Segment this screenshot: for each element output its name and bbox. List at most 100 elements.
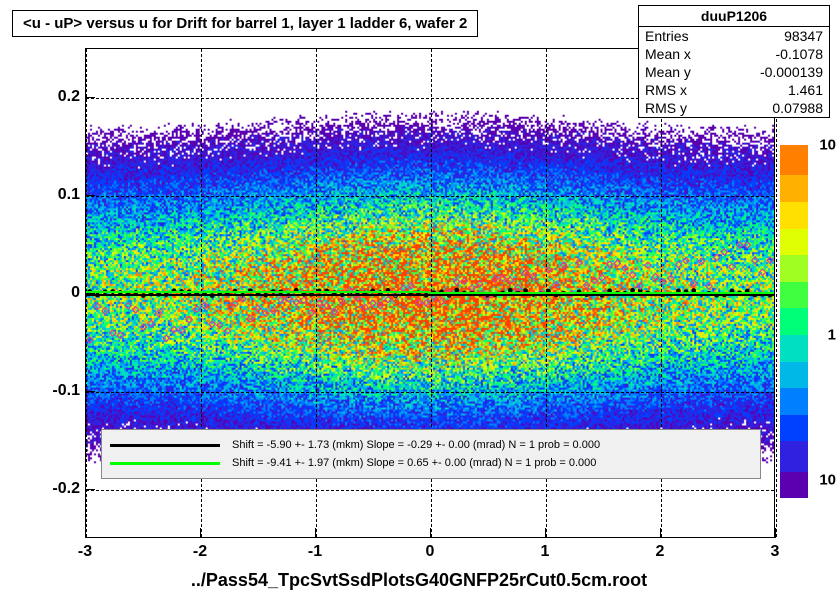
marker-open-diamond: [140, 324, 146, 330]
x-tick-label: 0: [426, 543, 435, 561]
legend-text: Shift = -5.90 +- 1.73 (mkm) Slope = -0.2…: [232, 439, 600, 451]
x-tick-mark: [315, 528, 316, 538]
marker-open-diamond: [645, 262, 651, 268]
y-tick-mark: [85, 195, 95, 196]
colorbar-segment: [780, 472, 808, 499]
marker-open-diamond: [423, 300, 429, 306]
marker-open-diamond: [255, 305, 261, 311]
marker-open-diamond: [171, 326, 177, 332]
y-tick-mark: [85, 97, 95, 98]
marker-open-diamond: [362, 304, 368, 310]
marker-open-diamond: [461, 278, 467, 284]
marker-open-diamond: [331, 308, 337, 314]
marker-open-diamond: [652, 274, 658, 280]
stats-meanx-label: Mean x: [645, 46, 691, 62]
marker-open-diamond: [194, 306, 200, 312]
marker-open-diamond: [591, 277, 597, 283]
stats-meany-value: -0.000139: [760, 64, 823, 80]
stats-meany-label: Mean y: [645, 64, 691, 80]
marker-open-diamond: [759, 269, 765, 275]
stats-meanx-value: -0.1078: [776, 46, 823, 62]
marker-open-diamond: [683, 258, 689, 264]
fit-line-black: [86, 294, 774, 296]
y-tick-mark: [85, 293, 95, 294]
marker-open-diamond: [301, 297, 307, 303]
marker-open-diamond: [163, 335, 169, 341]
marker-open-diamond: [622, 265, 628, 271]
marker-open-diamond: [354, 295, 360, 301]
marker-open-diamond: [561, 262, 567, 268]
marker-open-diamond: [339, 298, 345, 304]
y-tick-label: 0.2: [58, 88, 80, 106]
stats-rmsy-row: RMS y 0.07988: [639, 99, 829, 117]
x-tick-mark: [200, 528, 201, 538]
plot-area: Shift = -5.90 +- 1.73 (mkm) Slope = -0.2…: [85, 48, 775, 538]
marker-open-diamond: [178, 327, 184, 333]
marker-open-diamond: [606, 261, 612, 267]
grid-v: [776, 49, 777, 537]
marker-open-diamond: [201, 302, 207, 308]
marker-open-diamond: [148, 320, 154, 326]
stats-rmsx-value: 1.461: [788, 82, 823, 98]
marker-open-diamond: [232, 301, 238, 307]
legend-row: Shift = -9.41 +- 1.97 (mkm) Slope = 0.65…: [110, 454, 752, 472]
colorbar-segment: [780, 335, 808, 362]
marker-open-diamond: [492, 276, 498, 282]
marker-open-diamond: [515, 284, 521, 290]
marker-open-diamond: [262, 310, 268, 316]
marker-open-diamond: [721, 249, 727, 255]
marker-open-diamond: [599, 275, 605, 281]
y-tick-label: 0: [71, 284, 80, 302]
colorbar-label: 10: [819, 472, 836, 489]
marker-open-diamond: [469, 285, 475, 291]
marker-open-diamond: [324, 302, 330, 308]
x-tick-label: -2: [193, 543, 207, 561]
marker-open-diamond: [408, 282, 414, 288]
marker-open-diamond: [224, 328, 230, 334]
colorbar-segment: [780, 388, 808, 415]
marker-open-diamond: [270, 308, 276, 314]
marker-open-diamond: [629, 272, 635, 278]
marker-open-diamond: [752, 257, 758, 263]
colorbar-segment: [780, 282, 808, 309]
fit-line-green-left: [86, 291, 430, 293]
marker-open-diamond: [691, 280, 697, 286]
x-tick-label: -3: [78, 543, 92, 561]
x-tick-label: 1: [541, 543, 550, 561]
marker-open-diamond: [698, 258, 704, 264]
marker-open-diamond: [247, 316, 253, 322]
x-tick-label: 2: [656, 543, 665, 561]
stats-meany-row: Mean y -0.000139: [639, 63, 829, 81]
y-tick-label: -0.2: [52, 480, 80, 498]
x-tick-label: 3: [771, 543, 780, 561]
stats-box: duuP1206 Entries 98347 Mean x -0.1078 Me…: [638, 5, 830, 118]
colorbar-segment: [780, 441, 808, 471]
marker-open-diamond: [713, 254, 719, 260]
marker-open-diamond: [293, 299, 299, 305]
stats-entries-value: 98347: [784, 28, 823, 44]
marker-open-diamond: [729, 264, 735, 270]
y-tick-label: -0.1: [52, 382, 80, 400]
colorbar-segment: [780, 415, 808, 442]
marker-open-diamond: [438, 298, 444, 304]
marker-open-diamond: [415, 299, 421, 305]
marker-open-diamond: [736, 242, 742, 248]
colorbar-segment: [780, 202, 808, 229]
legend-text: Shift = -9.41 +- 1.97 (mkm) Slope = 0.65…: [232, 457, 596, 469]
x-tick-mark: [660, 528, 661, 538]
stats-meanx-row: Mean x -0.1078: [639, 45, 829, 63]
colorbar-segment: [780, 498, 808, 525]
stats-rmsy-label: RMS y: [645, 100, 687, 116]
colorbar-segment: [780, 255, 808, 282]
legend-row: Shift = -5.90 +- 1.73 (mkm) Slope = -0.2…: [110, 436, 752, 454]
x-tick-mark: [545, 528, 546, 538]
marker-open-diamond: [132, 307, 138, 313]
y-tick-mark: [85, 489, 95, 490]
x-tick-mark: [430, 528, 431, 538]
marker-open-diamond: [530, 273, 536, 279]
plot-title: <u - uP> versus u for Drift for barrel 1…: [12, 10, 478, 37]
legend-swatch: [110, 444, 220, 447]
marker-open-diamond: [377, 302, 383, 308]
stats-rmsy-value: 0.07988: [772, 100, 823, 116]
marker-open-diamond: [125, 303, 131, 309]
